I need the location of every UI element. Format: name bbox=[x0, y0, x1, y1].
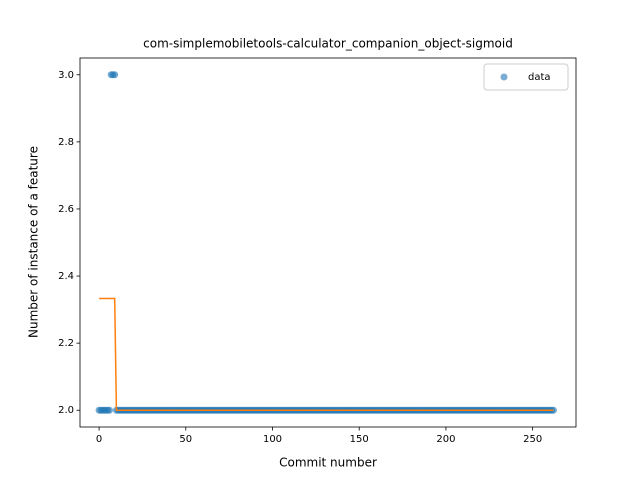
chart-title: com-simplemobiletools-calculator_compani… bbox=[143, 37, 513, 51]
y-tick-label: 2.8 bbox=[58, 137, 74, 148]
legend-marker bbox=[500, 73, 508, 81]
x-tick-label: 150 bbox=[350, 434, 369, 445]
x-tick-label: 100 bbox=[263, 434, 282, 445]
x-tick-label: 0 bbox=[96, 434, 102, 445]
x-tick-label: 50 bbox=[179, 434, 192, 445]
y-axis-label: Number of instance of a feature bbox=[27, 146, 41, 338]
data-point bbox=[105, 406, 113, 414]
legend-box bbox=[483, 63, 569, 91]
x-tick-label: 200 bbox=[436, 434, 455, 445]
data-point bbox=[549, 406, 557, 414]
axes-frame bbox=[79, 57, 577, 428]
x-axis-label: Commit number bbox=[279, 456, 377, 470]
y-tick-label: 2.2 bbox=[58, 338, 74, 349]
line-series bbox=[99, 297, 554, 411]
legend-label: data bbox=[528, 72, 551, 83]
y-tick-label: 2.4 bbox=[58, 271, 74, 282]
data-point bbox=[111, 71, 119, 79]
y-tick-label: 3.0 bbox=[58, 70, 74, 81]
y-tick-label: 2.0 bbox=[58, 405, 74, 416]
x-tick-label: 250 bbox=[523, 434, 542, 445]
y-tick-label: 2.6 bbox=[58, 204, 74, 215]
